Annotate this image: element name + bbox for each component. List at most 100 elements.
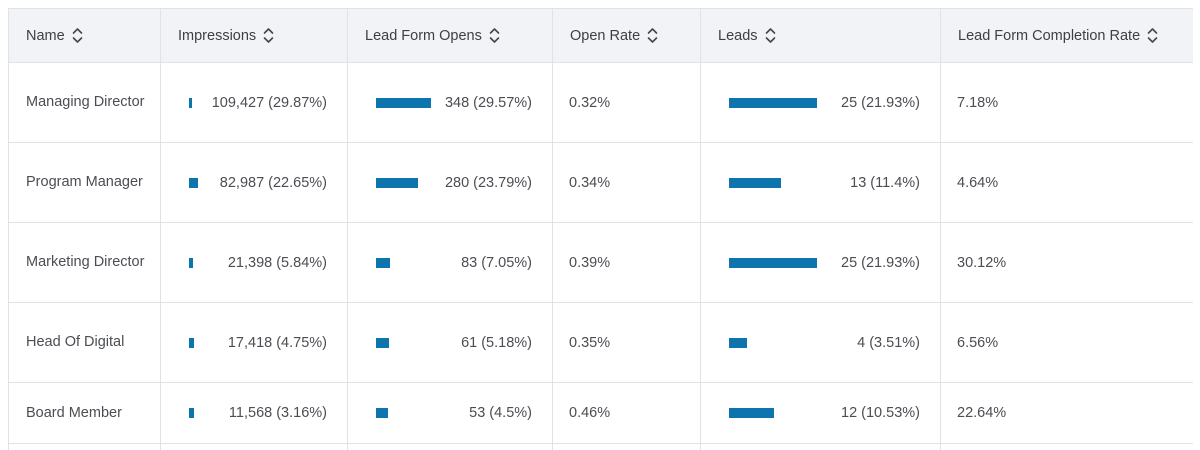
row-name: Marketing Director: [26, 254, 145, 271]
table-row-marketing-director: Marketing Director 21,398 (5.84%) 83 (7.05…: [8, 222, 1193, 303]
name-cell: Marketing Director: [8, 222, 161, 303]
lead-form-opens-bar: [376, 97, 431, 108]
name-cell: Head Of Digital: [8, 302, 161, 383]
completion-rate-cell: 22.64%: [940, 382, 1193, 444]
lead-form-opens-bar: [376, 257, 390, 268]
impressions-bar: [189, 408, 194, 418]
sort-icon[interactable]: [489, 27, 500, 44]
impressions-value: 109,427 (29.87%): [211, 94, 327, 111]
impressions-value: 82,987 (22.65%): [219, 174, 327, 191]
lead-form-opens-value: 83 (7.05%): [461, 254, 532, 271]
table-row-board-member: Board Member 11,568 (3.16%) 53 (4.5%) 0.46%…: [8, 382, 1193, 444]
completion-rate-cell: 30.12%: [940, 222, 1193, 303]
row-name: Board Member: [26, 404, 122, 421]
open-rate-value: 0.32%: [569, 94, 611, 111]
impressions-cell: 109,427 (29.87%): [160, 62, 348, 143]
lead-form-opens-cell: 61 (5.18%): [347, 302, 553, 383]
leads-cell: 4 (3.51%): [700, 302, 941, 383]
empty-cell: [552, 443, 701, 450]
leads-bar: [729, 257, 817, 268]
column-header-open-rate[interactable]: Open Rate: [552, 8, 701, 63]
leads-bar: [729, 97, 817, 108]
impressions-cell: 17,418 (4.75%): [160, 302, 348, 383]
completion-rate-cell: 4.64%: [940, 142, 1193, 223]
audience-metrics-table: Name Impressions Lead Form Opens Open Rate L…: [8, 8, 1193, 450]
impressions-cell: 21,398 (5.84%): [160, 222, 348, 303]
name-cell: Managing Director: [8, 62, 161, 143]
column-header-name[interactable]: Name: [8, 8, 161, 63]
lead-form-opens-cell: 83 (7.05%): [347, 222, 553, 303]
open-rate-value: 0.46%: [569, 405, 611, 421]
leads-value: 13 (11.4%): [850, 174, 920, 191]
completion-rate-value: 30.12%: [957, 254, 1007, 271]
open-rate-value: 0.34%: [569, 174, 611, 191]
completion-rate-value: 7.18%: [957, 94, 999, 111]
open-rate-cell: 0.32%: [552, 62, 701, 143]
column-header-leads[interactable]: Leads: [700, 8, 941, 63]
lead-form-opens-cell: 348 (29.57%): [347, 62, 553, 143]
lead-form-opens-bar: [376, 177, 418, 188]
column-header-impressions[interactable]: Impressions: [160, 8, 348, 63]
table-row-program-manager: Program Manager 82,987 (22.65%) 280 (23.79…: [8, 142, 1193, 223]
impressions-value: 21,398 (5.84%): [227, 254, 327, 271]
sort-icon[interactable]: [72, 27, 83, 44]
completion-rate-cell: 6.56%: [940, 302, 1193, 383]
impressions-bar: [189, 257, 193, 268]
table-row-partial: [8, 443, 1193, 450]
name-cell: Board Member: [8, 382, 161, 444]
impressions-value: 11,568 (3.16%): [228, 405, 327, 421]
sort-icon[interactable]: [765, 27, 776, 44]
sort-icon[interactable]: [263, 27, 274, 44]
column-label: Lead Form Completion Rate: [958, 27, 1141, 44]
row-name: Managing Director: [26, 94, 145, 111]
lead-form-opens-value: 53 (4.5%): [469, 405, 532, 421]
empty-cell: [347, 443, 553, 450]
leads-value: 25 (21.93%): [841, 254, 920, 271]
column-label: Lead Form Opens: [365, 27, 482, 44]
leads-bar: [729, 337, 747, 348]
column-label: Leads: [718, 27, 758, 44]
lead-form-opens-value: 348 (29.57%): [444, 94, 532, 111]
empty-cell: [8, 443, 161, 450]
empty-cell: [160, 443, 348, 450]
lead-form-opens-cell: 53 (4.5%): [347, 382, 553, 444]
impressions-bar: [189, 177, 198, 188]
open-rate-cell: 0.34%: [552, 142, 701, 223]
completion-rate-cell: 7.18%: [940, 62, 1193, 143]
impressions-cell: 11,568 (3.16%): [160, 382, 348, 444]
empty-cell: [700, 443, 941, 450]
open-rate-value: 0.35%: [569, 334, 611, 351]
name-cell: Program Manager: [8, 142, 161, 223]
leads-cell: 13 (11.4%): [700, 142, 941, 223]
impressions-value: 17,418 (4.75%): [227, 334, 327, 351]
column-label: Open Rate: [570, 27, 641, 44]
impressions-bar: [189, 337, 194, 348]
table-header-row: Name Impressions Lead Form Opens Open Rate L…: [8, 8, 1193, 63]
row-name: Head Of Digital: [26, 334, 125, 351]
impressions-cell: 82,987 (22.65%): [160, 142, 348, 223]
completion-rate-value: 6.56%: [957, 334, 999, 351]
row-name: Program Manager: [26, 174, 143, 191]
leads-bar: [729, 177, 781, 188]
leads-cell: 25 (21.93%): [700, 62, 941, 143]
lead-form-opens-cell: 280 (23.79%): [347, 142, 553, 223]
leads-cell: 12 (10.53%): [700, 382, 941, 444]
impressions-bar: [189, 97, 192, 108]
table-row-head-of-digital: Head Of Digital 17,418 (4.75%) 61 (5.18%) 0…: [8, 302, 1193, 383]
column-label: Impressions: [178, 27, 257, 44]
completion-rate-value: 22.64%: [957, 405, 1007, 421]
open-rate-cell: 0.35%: [552, 302, 701, 383]
open-rate-cell: 0.46%: [552, 382, 701, 444]
sort-icon[interactable]: [647, 27, 658, 44]
lead-form-opens-bar: [376, 337, 389, 348]
lead-form-opens-value: 61 (5.18%): [461, 334, 532, 351]
table-row-managing-director: Managing Director 109,427 (29.87%) 348 (29…: [8, 62, 1193, 143]
open-rate-value: 0.39%: [569, 254, 611, 271]
sort-icon[interactable]: [1147, 27, 1158, 44]
column-header-lead-form-completion-rate[interactable]: Lead Form Completion Rate: [940, 8, 1193, 63]
leads-cell: 25 (21.93%): [700, 222, 941, 303]
column-header-lead-form-opens[interactable]: Lead Form Opens: [347, 8, 553, 63]
completion-rate-value: 4.64%: [957, 174, 999, 191]
lead-form-opens-bar: [376, 408, 388, 418]
leads-bar: [729, 408, 774, 418]
